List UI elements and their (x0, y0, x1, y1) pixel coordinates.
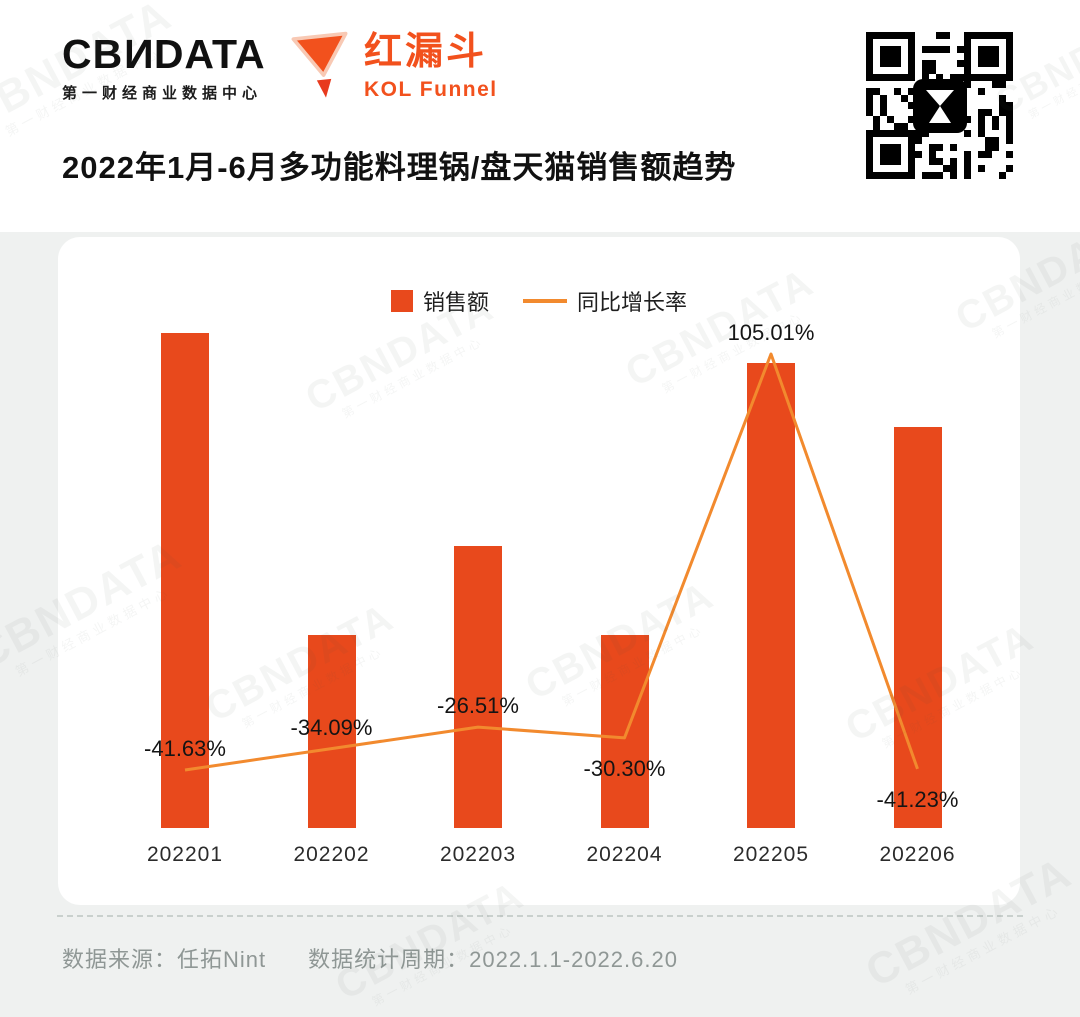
kol-logo-texts: 红漏斗 KOL Funnel (364, 31, 498, 102)
chart-legend: 销售额 同比增长率 (58, 285, 1020, 317)
data-source-label: 数据来源：任拓Nint (62, 947, 267, 972)
qr-code (862, 28, 1018, 184)
cbn-logo-prefix: CB (62, 31, 124, 77)
growth-label-202205: 105.01% (727, 320, 815, 345)
legend-growth-label: 同比增长率 (577, 290, 688, 315)
kol-funnel-logo: 红漏斗 KOL Funnel (290, 24, 498, 111)
funnel-icon (286, 25, 360, 114)
growth-label-202201: -41.63% (144, 736, 226, 762)
page-title: 2022年1月-6月多功能料理锅/盘天猫销售额趋势 (62, 150, 737, 185)
x-axis-label-202205: 202205 (732, 843, 810, 866)
kol-logo-subname: KOL Funnel (364, 77, 498, 101)
x-axis-label-202203: 202203 (439, 843, 517, 866)
growth-label-202203: -26.51% (437, 693, 519, 719)
footer-divider (57, 915, 1023, 917)
cbn-logo-n: N (123, 31, 154, 77)
chart-card: 销售额 同比增长率 202201 202202 202203 202204 202205… (58, 237, 1020, 905)
kol-logo-name: 红漏斗 (364, 31, 488, 73)
sales-bar-202204 (600, 634, 649, 828)
chart-plot-area: 202201 202202 202203 202204 202205 202206 -41.… (58, 237, 1020, 905)
cbndata-logo-text: CBNDATA (62, 31, 266, 77)
x-axis-label-202204: 202204 (586, 843, 663, 866)
sales-bar-202205 (747, 362, 795, 828)
growth-label-202204: -30.30% (583, 755, 666, 781)
growth-line-swatch-icon (523, 299, 567, 303)
cbndata-logo-subtitle: 第一财经商业数据中心 (62, 85, 263, 103)
data-period-label: 数据统计周期：2022.1.1-2022.6.20 (308, 947, 678, 972)
x-axis-label-202201: 202201 (146, 843, 224, 866)
x-axis-label-202202: 202202 (293, 843, 370, 866)
legend-sales-label: 销售额 (422, 290, 489, 315)
cbn-logo-suffix: DATA (153, 31, 266, 77)
growth-label-202202: -34.09% (290, 714, 373, 740)
x-axis-label-202206: 202206 (879, 843, 956, 866)
sales-bar-202206 (893, 427, 942, 828)
growth-rate-line (184, 352, 919, 772)
legend-item-sales: 销售额 (390, 285, 489, 317)
sales-swatch-icon (390, 290, 413, 312)
cbndata-logo: CBNDATA 第一财经商业数据中心 (62, 31, 266, 103)
sales-bar-202203 (454, 545, 502, 828)
sales-bar-202202 (307, 634, 356, 828)
footer: 数据来源：任拓Nint 数据统计周期：2022.1.1-2022.6.20 (62, 942, 678, 974)
sales-bar-202201 (161, 333, 209, 828)
growth-label-202206: -41.23% (876, 786, 959, 812)
legend-item-growth: 同比增长率 (523, 285, 687, 317)
